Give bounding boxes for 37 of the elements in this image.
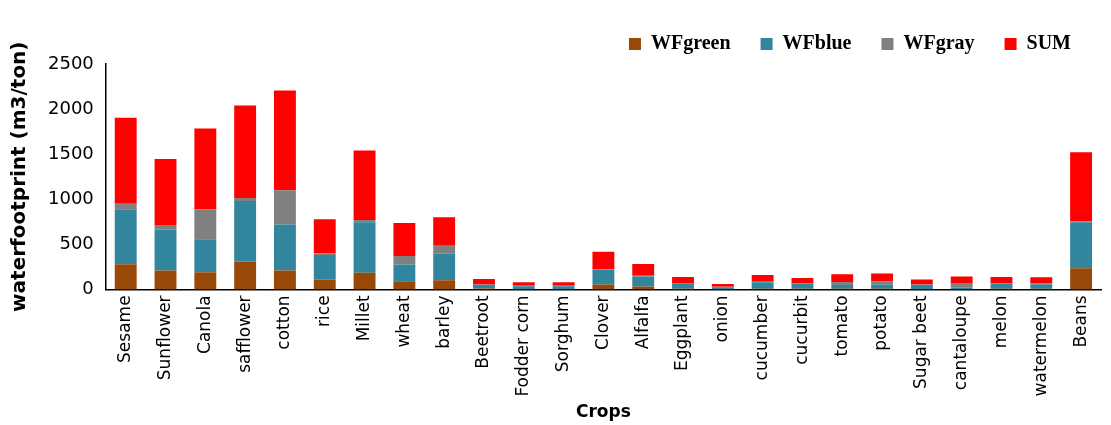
x-tick-label: Sorghum [552,295,573,373]
x-tick-label: Eggplant [671,295,692,372]
x-tick-label: Sesame [114,295,135,363]
x-tick-label: safflower [233,295,254,373]
x-tick-label: Millet [352,295,373,342]
x-tick-label: Clover [591,295,612,350]
legend-label: WFgray [903,31,975,55]
x-tick-label: barley [432,295,453,349]
y-tick-label: 2500 [48,51,94,73]
x-tick-label: Beetroot [472,295,493,369]
y-tick-label: 0 [82,277,94,299]
x-tick-label: melon [989,295,1010,349]
legend-label: WFgreen [650,31,731,55]
legend-label: WFblue [782,31,852,54]
x-tick-label: Beans [1069,295,1090,348]
y-axis-title: waterfootprint (m3/ton) [6,41,31,312]
x-tick-label: Sugar beet [910,295,931,389]
x-tick-label: rice [313,295,334,327]
x-tick-label: Canola [193,295,214,354]
x-tick-label: wheat [392,295,413,348]
x-tick-label: cucumber [751,295,772,381]
x-tick-label: cotton [273,295,294,350]
x-tick-label: Alfalfa [631,295,652,350]
x-tick-label: watermelon [1029,295,1050,397]
x-tick-label: onion [711,295,732,343]
x-tick-label: cantaloupe [950,295,971,391]
x-axis-title: Crops [575,401,631,422]
legend-label: SUM [1026,31,1072,54]
y-tick-label: 500 [59,231,94,253]
x-tick-label: Sunflower [153,295,174,381]
y-tick-label: 1000 [48,186,94,208]
x-tick-label: potato [870,295,891,351]
x-tick-label: tomato [830,295,851,357]
x-tick-label: Fodder corn [512,295,533,397]
y-tick-label: 2000 [48,96,94,118]
x-tick-label: cucurbit [790,295,811,365]
y-tick-label: 1500 [48,141,94,163]
